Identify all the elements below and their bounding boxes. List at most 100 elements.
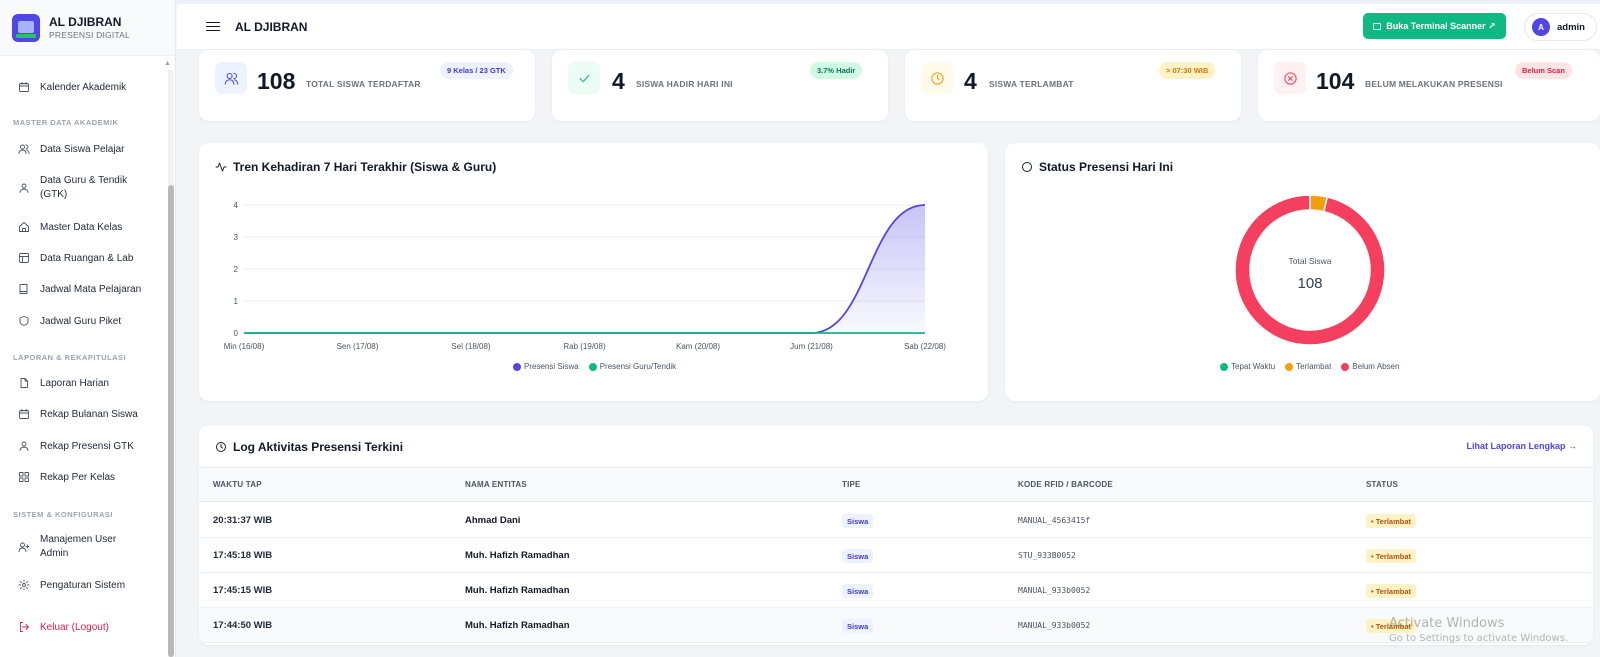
- sidebar-item-manajemen-user[interactable]: Manajemen User Admin: [0, 532, 128, 562]
- sidebar-item-label: (GTK): [40, 189, 68, 200]
- sidebar-item-data-guru[interactable]: Data Guru & Tendik (GTK): [0, 173, 139, 203]
- status-chart-card: Status Presensi Hari Ini Total Siswa 108…: [1005, 143, 1600, 401]
- table-row[interactable]: 17:45:15 WIB Muh. Hafizh Ramadhan Siswa …: [199, 573, 1593, 608]
- sidebar-scrollbar-thumb[interactable]: [168, 185, 174, 657]
- sidebar-item-label: Rekap Presensi GTK: [40, 440, 134, 452]
- status-chart-legend: Tepat Waktu Terlambat Belum Absen: [1220, 362, 1399, 371]
- table-row[interactable]: 17:44:50 WIB Muh. Hafizh Ramadhan Siswa …: [199, 608, 1593, 643]
- status-badge: • Terlambat: [1366, 619, 1416, 633]
- brand-title: AL DJIBRAN: [49, 15, 122, 29]
- school-logo-icon: [12, 13, 40, 42]
- donut-center-label: Total Siswa: [1289, 256, 1332, 266]
- legend-label: Presensi Siswa: [524, 362, 579, 371]
- calendar-icon: [18, 408, 30, 420]
- type-badge: Siswa: [842, 549, 874, 563]
- column-header-tipe[interactable]: TIPE: [842, 480, 861, 489]
- column-header-status[interactable]: STATUS: [1366, 480, 1399, 489]
- scroll-up-arrow-icon[interactable]: ▲: [164, 60, 171, 67]
- cell-time: 17:45:15 WIB: [213, 585, 273, 596]
- cell-name: Muh. Hafizh Ramadhan: [465, 585, 570, 596]
- column-header-waktu[interactable]: WAKTU TAP: [213, 480, 262, 489]
- log-title-text: Log Aktivitas Presensi Terkini: [233, 440, 404, 454]
- sidebar-item-kalender-akademik[interactable]: Kalender Akademik: [0, 80, 138, 94]
- menu-toggle-icon[interactable]: [206, 19, 220, 33]
- column-header-nama[interactable]: NAMA ENTITAS: [465, 480, 527, 489]
- sidebar-item-label: Jadwal Guru Piket: [40, 315, 122, 327]
- avatar: A: [1532, 18, 1550, 36]
- type-badge: Siswa: [842, 584, 874, 598]
- sidebar-item-label: Data Ruangan & Lab: [40, 252, 134, 264]
- watermark-line-1: Activate Windows: [1389, 616, 1505, 631]
- status-donut-chart: Total Siswa 108: [1234, 194, 1386, 346]
- type-badge: Siswa: [842, 514, 874, 528]
- sidebar-item-data-siswa[interactable]: Data Siswa Pelajar: [0, 142, 136, 156]
- sidebar-item-jadwal-mapel[interactable]: Jadwal Mata Pelajaran: [0, 282, 153, 296]
- legend-item-belum-absen[interactable]: Belum Absen: [1341, 362, 1399, 371]
- stat-value: 4: [964, 68, 977, 94]
- legend-item-presensi-siswa[interactable]: Presensi Siswa: [513, 362, 579, 371]
- page-title: AL DJIBRAN: [235, 19, 308, 34]
- x-tick-label: Sel (18/08): [451, 342, 490, 351]
- sidebar-item-jadwal-piket[interactable]: Jadwal Guru Piket: [0, 314, 133, 328]
- sidebar-item-label: Jadwal Mata Pelajaran: [40, 283, 142, 295]
- x-tick-label: Kam (20/08): [676, 342, 720, 351]
- series-area-presensi-siswa: [244, 205, 925, 333]
- log-header: Log Aktivitas Presensi Terkini Lihat Lap…: [199, 425, 1593, 468]
- sidebar-item-rekap-bulanan[interactable]: Rekap Bulanan Siswa: [0, 407, 150, 421]
- open-scanner-button[interactable]: Buka Terminal Scanner ↗: [1363, 13, 1506, 39]
- column-header-kode[interactable]: KODE RFID / BARCODE: [1018, 480, 1113, 489]
- sidebar-item-label: Manajemen User: [40, 534, 117, 545]
- stat-badge: 3.7% Hadir: [810, 62, 863, 79]
- cell-name: Muh. Hafizh Ramadhan: [465, 620, 570, 631]
- stat-badge: Belum Scan: [1515, 62, 1572, 79]
- y-tick-label: 4: [234, 201, 239, 210]
- stat-card-hadir: 4 SISWA HADIR HARI INI 3.7% Hadir: [552, 50, 888, 121]
- stat-card-belum-presensi: 104 BELUM MELAKUKAN PRESENSI Belum Scan: [1258, 50, 1600, 121]
- user-plus-icon: [18, 541, 30, 553]
- view-full-report-link[interactable]: Lihat Laporan Lengkap →: [1466, 441, 1577, 451]
- sidebar-item-label: Master Data Kelas: [40, 221, 123, 233]
- open-scanner-label: Buka Terminal Scanner ↗: [1386, 20, 1496, 31]
- user-menu[interactable]: A admin: [1524, 13, 1597, 41]
- stat-value: 4: [612, 68, 625, 94]
- section-laporan: LAPORAN & REKAPITULASI: [13, 353, 127, 362]
- monitor-icon: [1373, 22, 1382, 30]
- sidebar-item-label: Laporan Harian: [40, 377, 109, 389]
- section-master-data: MASTER DATA AKADEMIK: [13, 118, 119, 127]
- log-table-header: WAKTU TAP NAMA ENTITAS TIPE KODE RFID / …: [199, 468, 1593, 502]
- file-icon: [18, 377, 30, 389]
- sidebar-item-logout[interactable]: Keluar (Logout): [0, 620, 121, 634]
- legend-dot: [1285, 362, 1294, 371]
- legend-item-terlambat[interactable]: Terlambat: [1285, 362, 1331, 371]
- sidebar-item-label: Pengaturan Sistem: [40, 579, 126, 591]
- grid-icon: [18, 471, 30, 483]
- y-tick-label: 3: [234, 233, 239, 242]
- table-row[interactable]: 20:31:37 WIB Ahmad Dani Siswa MANUAL_456…: [199, 503, 1593, 538]
- stat-badge: 9 Kelas / 23 GTK: [440, 62, 513, 79]
- donut-slice-belum-absen[interactable]: [1234, 194, 1386, 346]
- user-icon: [18, 440, 30, 452]
- brand[interactable]: AL DJIBRAN PRESENSI DIGITAL: [0, 0, 175, 56]
- sidebar-item-rekap-kelas[interactable]: Rekap Per Kelas: [0, 470, 127, 484]
- sidebar-item-label: Admin: [40, 548, 69, 559]
- sidebar-item-master-kelas[interactable]: Master Data Kelas: [0, 220, 134, 234]
- status-badge: • Terlambat: [1366, 514, 1416, 528]
- table-row[interactable]: 17:45:18 WIB Muh. Hafizh Ramadhan Siswa …: [199, 538, 1593, 573]
- legend-item-tepat-waktu[interactable]: Tepat Waktu: [1220, 362, 1275, 371]
- sidebar-item-rekap-gtk[interactable]: Rekap Presensi GTK: [0, 439, 146, 453]
- status-chart-title-text: Status Presensi Hari Ini: [1039, 160, 1174, 174]
- sidebar: AL DJIBRAN PRESENSI DIGITAL ▲ Kalender A…: [0, 0, 176, 657]
- legend-item-presensi-guru[interactable]: Presensi Guru/Tendik: [588, 362, 676, 371]
- activity-icon: [215, 162, 227, 172]
- log-title: Log Aktivitas Presensi Terkini: [215, 440, 403, 454]
- donut-center-value: 108: [1297, 275, 1322, 292]
- book-icon: [18, 283, 30, 295]
- sidebar-item-pengaturan[interactable]: Pengaturan Sistem: [0, 578, 137, 592]
- cell-code: MANUAL_933b0052: [1018, 586, 1091, 595]
- log-activity-card: Log Aktivitas Presensi Terkini Lihat Lap…: [199, 425, 1593, 645]
- sidebar-item-data-ruangan[interactable]: Data Ruangan & Lab: [0, 251, 145, 265]
- topbar: AL DJIBRAN Buka Terminal Scanner ↗ A adm…: [177, 4, 1600, 50]
- sidebar-item-laporan-harian[interactable]: Laporan Harian: [0, 376, 121, 390]
- x-tick-label: Sen (17/08): [337, 342, 379, 351]
- layout-icon: [18, 252, 30, 264]
